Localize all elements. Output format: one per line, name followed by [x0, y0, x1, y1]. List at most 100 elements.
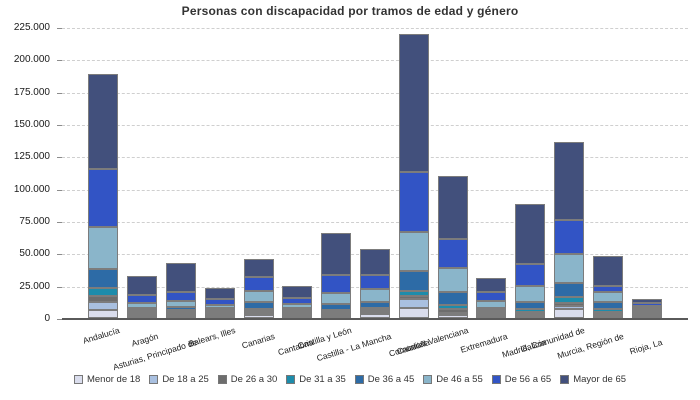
legend-item[interactable]: De 18 a 25: [149, 374, 209, 385]
bar-segment[interactable]: [166, 310, 196, 312]
bar-segment[interactable]: [166, 301, 196, 307]
bar-segment[interactable]: [437, 292, 468, 306]
bar-segment[interactable]: [243, 315, 274, 318]
bar-segment[interactable]: [554, 142, 584, 221]
bar-segment[interactable]: [360, 313, 390, 318]
bar-segment[interactable]: [554, 254, 584, 283]
bar-segment[interactable]: [166, 292, 196, 302]
bar-segment[interactable]: [321, 311, 352, 314]
bar-segment[interactable]: [127, 302, 158, 308]
bar-segment[interactable]: [398, 270, 429, 291]
legend-item[interactable]: De 36 a 45: [354, 374, 414, 385]
legend-item[interactable]: De 56 a 65: [491, 374, 551, 385]
bar-segment[interactable]: [321, 314, 352, 316]
bar-segment[interactable]: [554, 309, 584, 318]
bar-segment[interactable]: [282, 314, 313, 316]
bar-segment[interactable]: [204, 304, 235, 308]
bar-segment[interactable]: [631, 308, 662, 310]
bar-segment[interactable]: [282, 316, 313, 318]
bar-segment[interactable]: [282, 304, 313, 308]
bar-segment[interactable]: [554, 220, 584, 255]
bar-segment[interactable]: [398, 307, 429, 318]
bar-segment[interactable]: [282, 308, 313, 310]
bar-segment[interactable]: [437, 314, 468, 318]
bar-segment[interactable]: [360, 274, 390, 289]
bar-segment[interactable]: [360, 311, 390, 314]
bar-segment[interactable]: [127, 312, 158, 314]
bar-segment[interactable]: [127, 310, 158, 312]
bar-segment[interactable]: [592, 313, 623, 316]
bar-segment[interactable]: [243, 276, 274, 292]
bar-segment[interactable]: [321, 292, 352, 304]
bar-segment[interactable]: [437, 267, 468, 293]
bar-segment[interactable]: [243, 301, 274, 310]
bar-segment[interactable]: [476, 314, 507, 316]
bar-segment[interactable]: [204, 307, 235, 310]
bar-segment[interactable]: [631, 314, 662, 316]
bar-segment[interactable]: [88, 288, 119, 297]
bar-segment[interactable]: [554, 305, 584, 310]
bar-segment[interactable]: [398, 299, 429, 308]
bar-segment[interactable]: [476, 312, 507, 314]
legend-item[interactable]: De 31 a 35: [286, 374, 346, 385]
bar-segment[interactable]: [631, 299, 662, 304]
bar-segment[interactable]: [166, 306, 196, 310]
bar-segment[interactable]: [360, 301, 390, 308]
bar-segment[interactable]: [554, 302, 584, 306]
bar-segment[interactable]: [592, 292, 623, 303]
bar-segment[interactable]: [321, 232, 352, 276]
bar-segment[interactable]: [127, 316, 158, 318]
bar-segment[interactable]: [321, 303, 352, 310]
bar-segment[interactable]: [243, 259, 274, 277]
bar-segment[interactable]: [592, 308, 623, 312]
bar-segment[interactable]: [166, 316, 196, 318]
bar-segment[interactable]: [166, 262, 196, 293]
bar-segment[interactable]: [360, 307, 390, 310]
legend-item[interactable]: De 26 a 30: [217, 374, 277, 385]
bar-segment[interactable]: [282, 286, 313, 298]
bar-segment[interactable]: [437, 175, 468, 240]
bar-segment[interactable]: [476, 316, 507, 318]
bar-segment[interactable]: [437, 309, 468, 313]
bar-segment[interactable]: [88, 227, 119, 270]
bar-segment[interactable]: [127, 314, 158, 316]
bar-segment[interactable]: [515, 309, 546, 312]
bar-segment[interactable]: [437, 312, 468, 315]
bar-segment[interactable]: [592, 255, 623, 286]
bar-segment[interactable]: [243, 313, 274, 316]
bar-segment[interactable]: [243, 291, 274, 302]
bar-segment[interactable]: [515, 286, 546, 302]
bar-segment[interactable]: [204, 316, 235, 318]
bar-segment[interactable]: [243, 311, 274, 314]
bar-segment[interactable]: [631, 303, 662, 306]
bar-segment[interactable]: [282, 297, 313, 305]
bar-segment[interactable]: [631, 312, 662, 314]
bar-segment[interactable]: [592, 315, 623, 318]
bar-segment[interactable]: [204, 310, 235, 312]
bar-segment[interactable]: [166, 312, 196, 314]
bar-segment[interactable]: [321, 316, 352, 318]
bar-segment[interactable]: [321, 309, 352, 312]
bar-segment[interactable]: [437, 305, 468, 310]
bar-segment[interactable]: [515, 263, 546, 287]
legend-item[interactable]: Menor de 18: [73, 374, 140, 385]
bar-segment[interactable]: [127, 294, 158, 303]
bar-segment[interactable]: [88, 74, 119, 170]
bar-segment[interactable]: [398, 171, 429, 233]
bar-segment[interactable]: [437, 239, 468, 268]
bar-segment[interactable]: [360, 309, 390, 312]
bar-segment[interactable]: [476, 278, 507, 293]
bar-segment[interactable]: [204, 288, 235, 300]
bar-segment[interactable]: [554, 282, 584, 297]
bar-segment[interactable]: [204, 299, 235, 305]
bar-segment[interactable]: [360, 288, 390, 302]
bar-segment[interactable]: [515, 204, 546, 264]
bar-segment[interactable]: [398, 33, 429, 172]
bar-segment[interactable]: [476, 292, 507, 301]
bar-segment[interactable]: [592, 311, 623, 314]
bar-segment[interactable]: [515, 312, 546, 314]
bar-segment[interactable]: [398, 232, 429, 271]
bar-segment[interactable]: [204, 314, 235, 316]
bar-segment[interactable]: [321, 275, 352, 293]
bar-segment[interactable]: [88, 309, 119, 318]
